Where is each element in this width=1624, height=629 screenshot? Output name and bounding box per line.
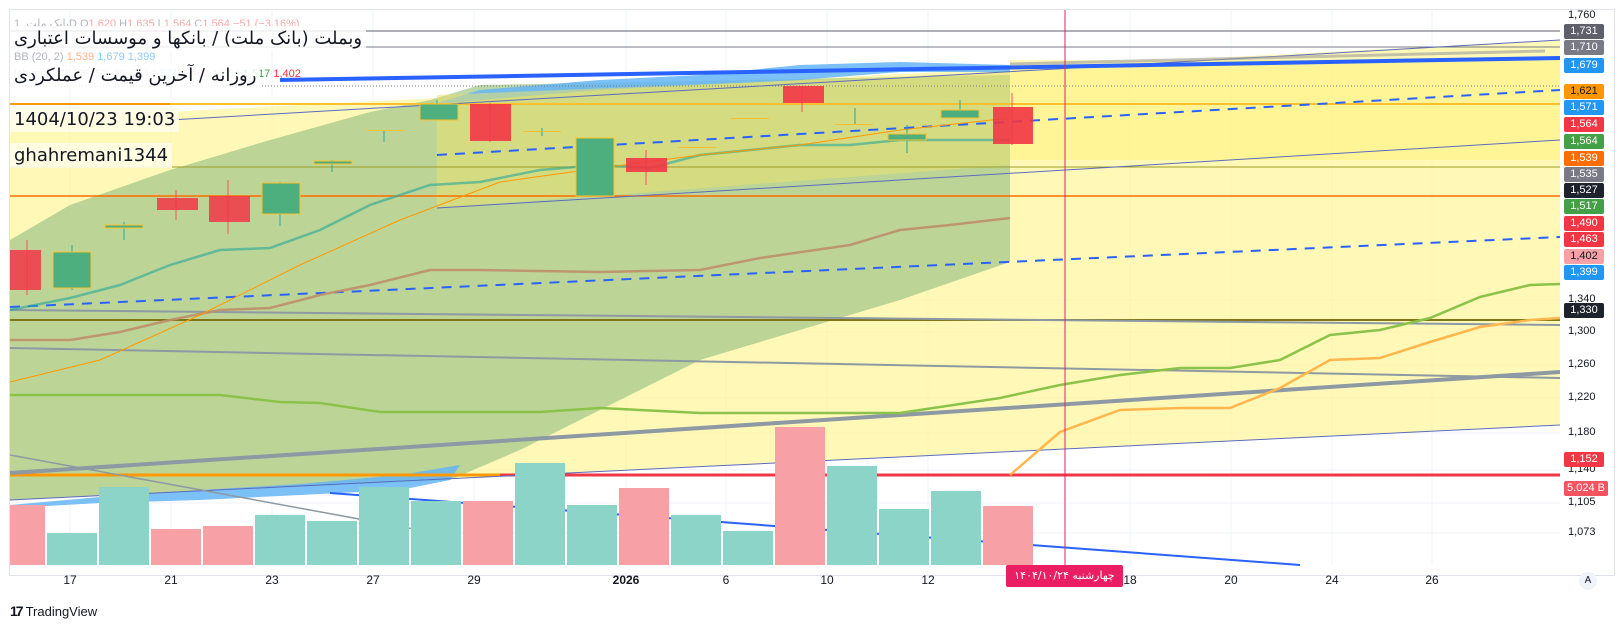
gray-line-1 <box>9 347 1561 379</box>
time-tick: 29 <box>467 573 481 587</box>
price-tick: 1,760 <box>1568 9 1596 21</box>
price-label-1399: 1,399 <box>1564 265 1604 280</box>
price-tick: 1,340 <box>1568 293 1596 305</box>
time-tick: 6 <box>722 573 730 587</box>
time-tick: 26 <box>1425 573 1439 587</box>
channel-upper <box>169 39 1561 121</box>
price-label-1463: 1,463 <box>1564 232 1604 247</box>
price-label-1710: 1,710 <box>1564 40 1604 55</box>
bb-legend: BB (20, 2) 1,539 1,679 1,399 <box>14 51 155 63</box>
price-label-1571: 1,571 <box>1564 100 1604 115</box>
price-label-1564-lagging: 1,564 <box>1564 134 1604 149</box>
gray-trendline-thick <box>9 370 1561 475</box>
snapshot-datetime: 1404/10/23 19:03 <box>10 107 180 132</box>
time-tick: 21 <box>164 573 178 587</box>
bb-basis: 1,539 <box>66 51 95 63</box>
price-label-1564-close: 1,564 <box>1564 117 1604 132</box>
price-label-1402: 1,402 <box>1564 249 1604 264</box>
time-tick: 23 <box>265 573 279 587</box>
bb-name: BB (20, 2) <box>14 51 64 63</box>
time-tick: 12 <box>921 573 935 587</box>
low-label: L <box>157 18 164 30</box>
ichimoku-lead-b <box>1009 316 1561 476</box>
open-label: O <box>79 18 89 30</box>
close-label: C <box>194 18 203 30</box>
channel-mid <box>436 139 1561 209</box>
dashed-mid-lower <box>9 236 1561 308</box>
crosshair-date-badge: چهارشنبه ۱۴۰۴/۱۰/۲۴ <box>1006 565 1123 587</box>
price-label-1330: 1,330 <box>1564 303 1604 318</box>
tradingview-logo-icon: 17 <box>10 603 24 619</box>
blue-trendline-thick <box>279 56 1561 82</box>
volume-bars <box>10 427 1033 565</box>
time-tick: 24 <box>1325 573 1339 587</box>
time-tick: 10 <box>820 573 834 587</box>
price-label-1535: 1,535 <box>1564 167 1604 182</box>
blue-cloud-top <box>430 62 1010 105</box>
price-label-1527: 1,527 <box>1564 183 1604 198</box>
price-label-1539: 1,539 <box>1564 151 1604 166</box>
price-label-1152: 1,152 <box>1564 452 1604 467</box>
price-label-1679: 1,679 <box>1564 58 1604 73</box>
bb-lower: 1,399 <box>127 51 156 63</box>
time-tick: 27 <box>366 573 380 587</box>
ichimoku-base <box>10 216 1011 342</box>
bb-upper: 1,679 <box>97 51 125 63</box>
time-tick-year: 2026 <box>612 573 640 587</box>
price-tick: 1,220 <box>1568 391 1596 403</box>
ichimoku-conversion <box>9 138 1010 312</box>
tradingview-brand: TradingView <box>25 603 98 619</box>
auto-scale-button[interactable]: A <box>1579 572 1597 590</box>
time-tick: 17 <box>63 573 77 587</box>
high-label: H <box>119 18 128 30</box>
yellow-zone-right <box>1010 60 1560 160</box>
time-tick: 18 <box>1123 573 1137 587</box>
ichimoku-lead-a <box>10 282 1561 415</box>
price-tick: 1,260 <box>1568 358 1596 370</box>
price-tick: 1,180 <box>1568 426 1596 438</box>
volume-label: 5.024 B <box>1564 481 1608 496</box>
ichimoku-lagging <box>9 117 1011 383</box>
gray-line-2 <box>9 309 1561 326</box>
gray-top <box>1009 49 1546 66</box>
symbol-title: وبملت (بانک ملت) / بانکها و موسسات اعتبا… <box>10 26 367 51</box>
price-tick: 1,105 <box>1568 496 1596 508</box>
chart-subtitle: روزانه / آخرین قیمت / عملکردی <box>10 63 261 88</box>
time-tick: 20 <box>1224 573 1238 587</box>
price-label-1731: 1,731 <box>1564 24 1604 39</box>
price-label-1621: 1,621 <box>1564 84 1604 99</box>
price-label-1517: 1,517 <box>1564 199 1604 214</box>
ichimoku-v5: 1,402 <box>273 68 301 80</box>
candles <box>10 86 1033 295</box>
author-name: ghahremani1344 <box>10 143 173 168</box>
price-tick: 1,300 <box>1568 325 1596 337</box>
tradingview-logo[interactable]: 17 TradingView <box>10 603 97 619</box>
price-label-1490: 1,490 <box>1564 216 1604 231</box>
price-tick: 1,073 <box>1568 526 1596 538</box>
